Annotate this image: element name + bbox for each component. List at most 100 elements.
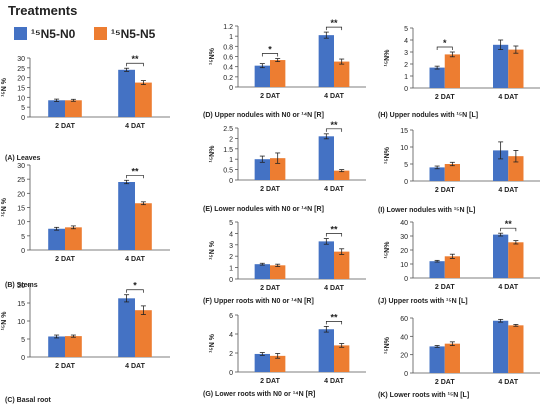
panel-caption: (I) Lower nodules with ¹⁵N [L] [378,207,475,214]
bar-n0-2-dat [254,264,270,279]
bar-n5-2-dat [270,355,286,372]
x-tick-label: 2 DAT [435,284,455,291]
significance-bracket [500,227,517,232]
y-axis-label: ¹⁵N% [209,47,216,65]
y-tick-label: 1.2 [223,24,233,31]
bar-n0-4-dat [318,136,334,180]
y-tick-label: 20 [400,248,408,255]
bar-n0-4-dat [493,150,509,181]
y-tick-label: 30 [17,56,25,63]
y-tick-label: 0 [229,85,233,92]
panel-caption: (J) Upper roots with ¹⁵N [L] [378,298,468,305]
x-tick-label: 4 DAT [498,94,518,101]
y-tick-label: 20 [400,353,408,360]
y-tick-label: 10 [17,220,25,227]
chart-panel-g: 0 2 4 6 ¹⁵N % 2 DAT 4 DAT ** (G) Lower roots wit… [203,312,366,398]
significance-marker: ** [131,54,139,64]
bar-n0-2-dat [48,336,65,357]
bar-n5-4-dat [334,345,350,372]
y-axis-label: ¹⁵N % [1,311,8,331]
y-tick-label: 2 [404,62,408,69]
legend-swatch-n0 [14,27,27,40]
y-tick-label: 25 [17,66,25,73]
chart-panel-f: 0 1 2 3 4 5 ¹⁵N % 2 DAT 4 DAT ** (F) Upper roots w… [203,220,366,305]
bar-n0-4-dat [318,35,334,87]
x-tick-label: 4 DAT [324,285,344,292]
y-tick-label: 1 [229,34,233,41]
bar-n5-4-dat [334,251,350,279]
bar-n5-4-dat [508,242,524,278]
panel-caption: (E) Lower nodules with N0 or ¹⁴N [R] [203,206,324,213]
bar-n0-2-dat [254,65,270,87]
x-tick-label: 2 DAT [260,93,280,100]
x-tick-label: 4 DAT [125,123,145,130]
x-tick-label: 4 DAT [324,186,344,193]
bar-n0-4-dat [118,182,135,250]
bar-n5-2-dat [270,265,286,279]
y-tick-label: 1 [404,74,408,81]
y-tick-label: 15 [17,301,25,308]
bar-n5-4-dat [135,82,152,117]
y-tick-label: 5 [21,105,25,112]
chart-panel-h: 0 1 2 3 4 5 ¹⁵N% 2 DAT 4 DAT * (H) Upper nodules w… [378,26,540,119]
panel-caption: (H) Upper nodules with ¹⁵N [L] [378,112,478,119]
y-axis-label: ¹⁵N% [384,146,391,164]
significance-bracket [436,46,453,50]
y-tick-label: 0.2 [223,75,233,82]
y-tick-label: 0.5 [223,168,233,175]
bar-n0-4-dat [493,320,509,373]
y-tick-label: 0 [404,86,408,93]
chart-panel-i: 0 5 10 15 ¹⁵N% 2 DAT 4 DAT (I) Lower nodules wi… [378,128,540,214]
bar-n5-4-dat [508,156,524,181]
legend: ¹⁵N5-N0 ¹⁵N5-N5 [14,27,156,41]
significance-marker: * [268,45,272,55]
bar-n5-2-dat [444,343,460,373]
panel-caption: (C) Basal root [5,397,52,404]
x-tick-label: 4 DAT [125,363,145,370]
x-tick-label: 2 DAT [260,285,280,292]
y-tick-label: 15 [17,206,25,213]
x-tick-label: 4 DAT [498,187,518,194]
bar-n5-4-dat [508,325,524,373]
significance-bracket [126,62,144,67]
y-tick-label: 20 [17,76,25,83]
y-tick-label: 30 [400,234,408,241]
y-tick-label: 0 [229,178,233,185]
y-tick-label: 60 [400,316,408,323]
y-tick-label: 5 [229,220,233,227]
bar-n0-4-dat [318,241,334,279]
x-tick-label: 2 DAT [435,187,455,194]
significance-marker: ** [330,312,338,322]
bar-n5-2-dat [444,256,460,278]
panel-caption: (K) Lower roots with ¹⁵N [L] [378,392,469,399]
panel-caption: (F) Upper roots with N0 or ¹⁴N [R] [203,298,314,305]
bar-n0-4-dat [118,298,135,357]
x-tick-label: 4 DAT [498,379,518,386]
y-tick-label: 15 [17,86,25,93]
significance-marker: ** [131,166,139,176]
bar-n0-2-dat [429,346,445,373]
chart-panel-e: 0 0.5 1 1.5 2 2.5 ¹⁵N% 2 DAT 4 DAT ** (E) Lower no… [203,120,366,213]
y-tick-label: 2.5 [223,126,233,133]
y-tick-label: 2 [229,351,233,358]
bar-n0-2-dat [429,167,445,181]
y-tick-label: 4 [404,38,408,45]
y-tick-label: 0 [21,115,25,122]
bar-n5-4-dat [135,203,152,250]
y-tick-label: 30 [17,163,25,170]
y-tick-label: 1 [229,157,233,164]
significance-marker: * [443,38,447,48]
y-tick-label: 4 [229,332,233,339]
bar-n0-2-dat [429,67,445,88]
y-tick-label: 10 [17,319,25,326]
x-tick-label: 4 DAT [324,93,344,100]
x-tick-label: 2 DAT [260,186,280,193]
y-axis-label: ¹⁵N% [384,336,391,354]
y-tick-label: 5 [404,26,408,33]
y-tick-label: 1.5 [223,147,233,154]
x-tick-label: 2 DAT [55,256,75,263]
y-tick-label: 15 [400,128,408,135]
y-tick-label: 10 [400,262,408,269]
y-axis-label: ¹⁵N % [1,77,8,97]
